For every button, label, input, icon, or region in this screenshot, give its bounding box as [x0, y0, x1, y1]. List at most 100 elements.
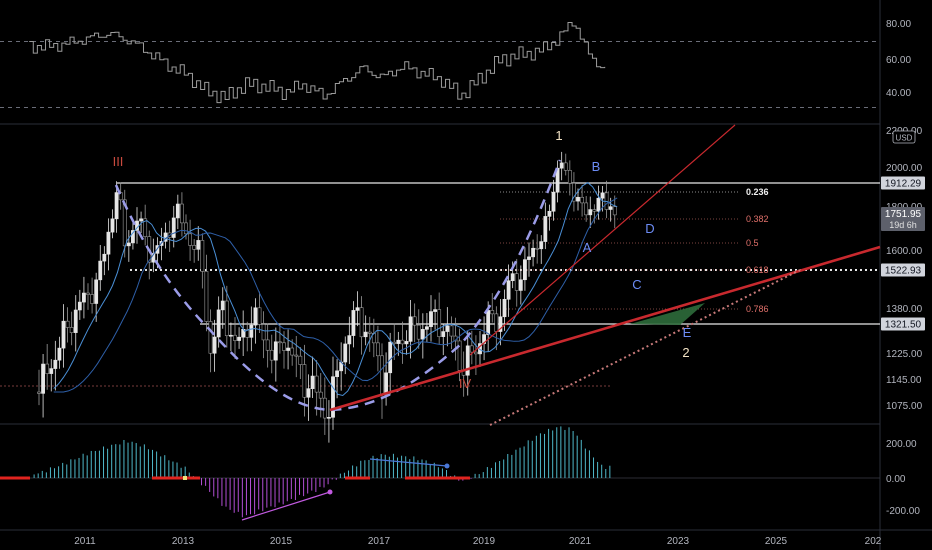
candle-body[interactable]: [131, 230, 135, 244]
candle-body[interactable]: [233, 334, 237, 341]
candle-body[interactable]: [204, 271, 209, 322]
price-pane[interactable]: [0, 151, 880, 443]
candle-body[interactable]: [433, 309, 437, 312]
signal-marker[interactable]: [183, 476, 187, 480]
steep-trend-line[interactable]: [469, 124, 736, 356]
candle-body[interactable]: [196, 240, 201, 250]
candle-body[interactable]: [502, 298, 507, 318]
main-uptrend-line[interactable]: [329, 245, 881, 412]
candle-body[interactable]: [400, 339, 405, 345]
candle-body[interactable]: [212, 336, 217, 354]
candle-body[interactable]: [347, 335, 352, 345]
green-target-zone[interactable]: [630, 303, 705, 325]
candle-body[interactable]: [396, 339, 401, 344]
candle-body[interactable]: [208, 321, 213, 354]
candle-body[interactable]: [139, 218, 143, 222]
candle-body[interactable]: [612, 206, 617, 216]
candle-body[interactable]: [188, 233, 192, 246]
candle-body[interactable]: [576, 196, 580, 202]
candle-body[interactable]: [551, 191, 556, 212]
candle-body[interactable]: [184, 222, 188, 235]
candle-body[interactable]: [535, 247, 540, 250]
candle-body[interactable]: [445, 325, 450, 332]
candle-body[interactable]: [506, 280, 511, 300]
candle-body[interactable]: [437, 309, 442, 337]
candle-body[interactable]: [257, 307, 262, 325]
candle-body[interactable]: [53, 359, 58, 369]
price-label-box[interactable]: [881, 263, 925, 277]
candle-body[interactable]: [220, 300, 225, 311]
price-label-box[interactable]: [881, 317, 925, 331]
rsi-line[interactable]: [29, 22, 606, 104]
candle-body[interactable]: [94, 279, 99, 304]
candle-body[interactable]: [388, 341, 393, 374]
candle-body[interactable]: [49, 368, 54, 374]
candle-body[interactable]: [106, 231, 111, 255]
candle-body[interactable]: [412, 316, 417, 326]
candle-body[interactable]: [65, 320, 70, 328]
candle-body[interactable]: [41, 363, 45, 394]
candle-body[interactable]: [286, 347, 290, 351]
candle-body[interactable]: [224, 300, 229, 337]
candle-body[interactable]: [216, 309, 221, 338]
candle-body[interactable]: [531, 247, 535, 258]
candle-body[interactable]: [273, 341, 278, 361]
oscillator-pane[interactable]: [0, 426, 880, 521]
price-label-box[interactable]: [881, 207, 925, 231]
candle-body[interactable]: [380, 355, 384, 396]
candle-body[interactable]: [523, 259, 527, 281]
candle-body[interactable]: [82, 292, 86, 303]
candle-body[interactable]: [261, 324, 266, 341]
candle-body[interactable]: [592, 209, 597, 212]
candle-body[interactable]: [77, 301, 82, 311]
candle-body[interactable]: [416, 324, 421, 340]
candle-body[interactable]: [408, 316, 413, 342]
candle-body[interactable]: [57, 347, 62, 361]
candle-body[interactable]: [441, 331, 446, 337]
dashed-cup-curve[interactable]: [114, 159, 562, 412]
candle-body[interactable]: [498, 316, 503, 332]
candle-body[interactable]: [335, 370, 339, 378]
candle-body[interactable]: [547, 210, 552, 217]
candle-body[interactable]: [175, 203, 180, 219]
candle-body[interactable]: [449, 325, 454, 337]
candle-body[interactable]: [572, 182, 576, 202]
candle-body[interactable]: [126, 242, 131, 247]
divergence-point[interactable]: [444, 463, 450, 469]
candle-body[interactable]: [278, 341, 282, 344]
candle-body[interactable]: [478, 343, 482, 355]
candle-body[interactable]: [404, 341, 409, 345]
candle-body[interactable]: [37, 391, 41, 394]
candle-body[interactable]: [469, 345, 474, 353]
candle-body[interactable]: [420, 329, 425, 340]
candle-body[interactable]: [61, 320, 66, 349]
candle-body[interactable]: [290, 347, 295, 356]
price-label[interactable]: 1321.50: [881, 317, 925, 331]
candle-body[interactable]: [269, 349, 274, 361]
candle-body[interactable]: [527, 256, 531, 260]
candle-body[interactable]: [510, 273, 515, 282]
candle-body[interactable]: [200, 240, 205, 272]
candle-body[interactable]: [367, 331, 372, 334]
candle-body[interactable]: [584, 202, 589, 216]
candle-body[interactable]: [298, 355, 303, 365]
candle-body[interactable]: [543, 216, 548, 242]
candle-body[interactable]: [474, 351, 478, 355]
candle-body[interactable]: [600, 192, 605, 199]
candle-body[interactable]: [514, 273, 519, 291]
candle-body[interactable]: [110, 218, 115, 233]
candle-body[interactable]: [314, 375, 319, 393]
candle-body[interactable]: [310, 375, 315, 389]
candle-body[interactable]: [318, 391, 323, 399]
divergence-line-top[interactable]: [369, 458, 448, 467]
candle-body[interactable]: [384, 372, 388, 396]
candle-body[interactable]: [518, 279, 523, 291]
divergence-point[interactable]: [327, 489, 333, 495]
candle-body[interactable]: [580, 196, 584, 204]
candle-body[interactable]: [102, 253, 107, 262]
price-label[interactable]: 1912.29: [881, 176, 925, 190]
moving-average-fast[interactable]: [53, 181, 618, 397]
candle-body[interactable]: [559, 162, 564, 169]
